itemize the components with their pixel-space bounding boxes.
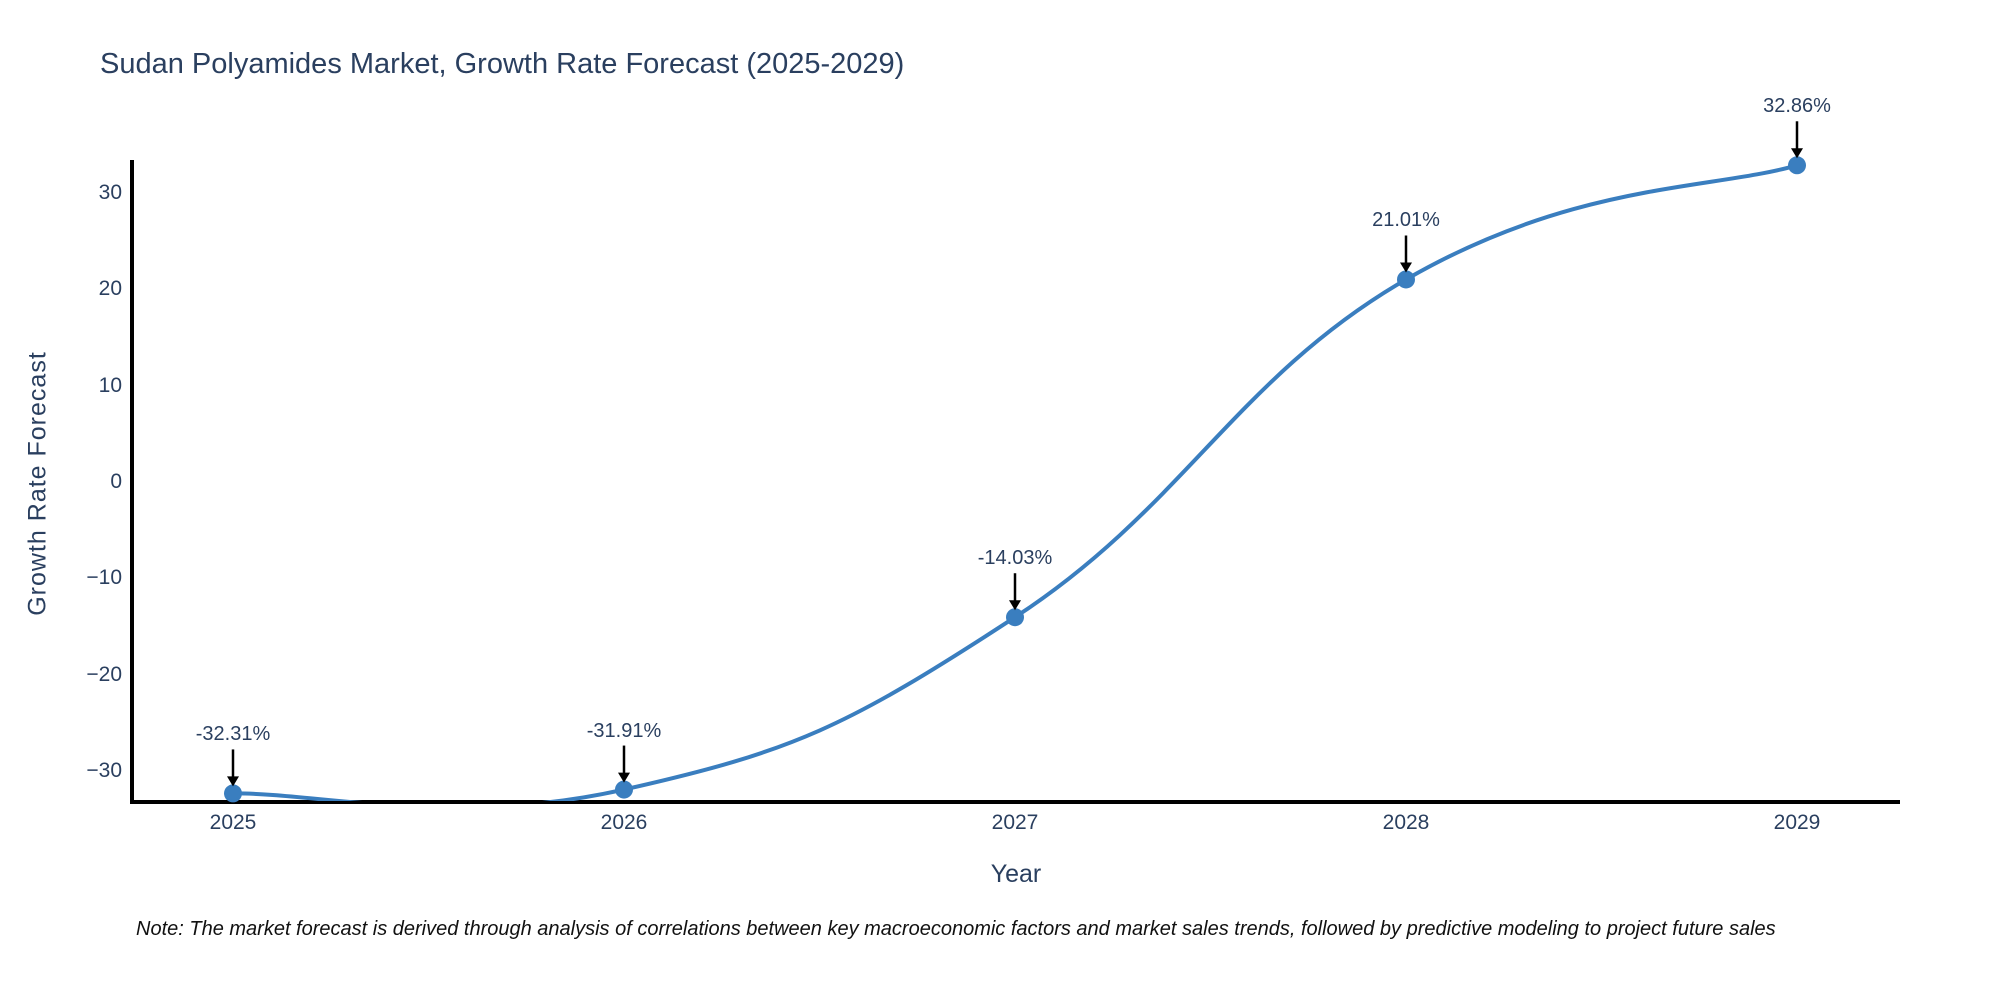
- data-point-marker[interactable]: [1788, 156, 1806, 175]
- annotation-arrowhead: [227, 776, 239, 787]
- y-tick-label: 0: [110, 470, 122, 493]
- annotation-label: -14.03%: [977, 547, 1053, 570]
- x-tick-label: 2025: [209, 811, 257, 834]
- x-tick-label: 2027: [991, 811, 1039, 834]
- y-tick-label: 20: [98, 277, 122, 301]
- x-tick-label: 2028: [1382, 811, 1430, 834]
- forecast-line: [232, 163, 1798, 801]
- x-tick-label: 2029: [1773, 811, 1821, 834]
- y-tick-label: −20: [86, 662, 122, 686]
- annotation-arrowhead: [1791, 148, 1803, 159]
- y-tick-label: 10: [98, 373, 122, 397]
- data-point-marker[interactable]: [1397, 270, 1415, 289]
- data-point-marker[interactable]: [1006, 608, 1024, 627]
- annotation-arrowhead: [618, 772, 630, 783]
- y-tick-label: −10: [86, 566, 122, 590]
- annotation-label: -31.91%: [586, 719, 662, 742]
- footnote: Note: The market forecast is derived thr…: [136, 918, 1776, 940]
- annotation-label: 32.86%: [1763, 95, 1831, 118]
- x-axis-title: Year: [990, 860, 1042, 888]
- y-tick-label: 30: [98, 180, 122, 204]
- data-point-marker[interactable]: [615, 780, 633, 799]
- chart-title: Sudan Polyamides Market, Growth Rate For…: [100, 48, 905, 80]
- x-tick-label: 2026: [600, 811, 648, 834]
- data-point-marker[interactable]: [224, 784, 242, 803]
- y-tick-label: −30: [86, 759, 122, 783]
- annotation-arrowhead: [1009, 600, 1021, 611]
- annotation-label: -32.31%: [195, 723, 271, 746]
- annotation-label: 21.01%: [1372, 209, 1440, 232]
- annotation-arrowhead: [1400, 262, 1412, 273]
